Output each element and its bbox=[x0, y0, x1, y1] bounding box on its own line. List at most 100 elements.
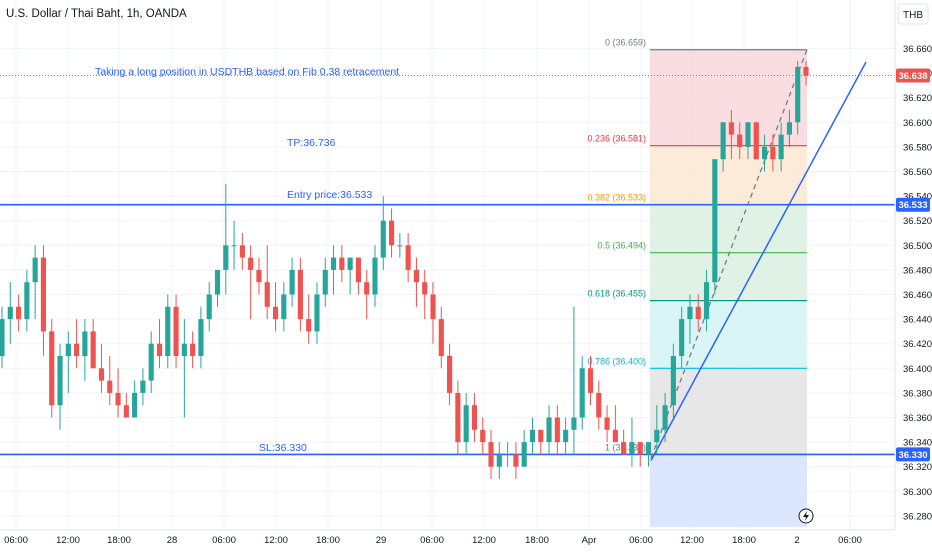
candle-body bbox=[40, 257, 47, 332]
candle bbox=[65, 331, 71, 393]
candle bbox=[430, 282, 436, 344]
price-badges: 36.638 36.533 36.330 bbox=[896, 68, 930, 462]
candle bbox=[637, 442, 643, 467]
tp-annotation[interactable]: TP:36.736 bbox=[287, 137, 336, 149]
fib-level-label: 0 (36.659) bbox=[605, 38, 646, 48]
candle bbox=[57, 343, 63, 430]
candle-body bbox=[322, 269, 328, 295]
candle bbox=[728, 110, 734, 160]
x-tick-label: 06:00 bbox=[420, 535, 444, 546]
candle bbox=[173, 294, 179, 369]
candle-body bbox=[206, 294, 212, 320]
idea-annotation[interactable]: Taking a long position in USDTHB based o… bbox=[95, 66, 399, 78]
candle-body bbox=[82, 331, 88, 356]
fib-level-label: 0.382 (36.533) bbox=[587, 193, 646, 203]
candle-body bbox=[778, 134, 784, 160]
fibonacci-retracement[interactable]: 0 (36.659) 0.236 (36.581) 0.382 (36.533) 0.… bbox=[587, 38, 807, 527]
y-tick-label: 36.620 bbox=[903, 93, 932, 104]
candle bbox=[314, 282, 320, 344]
candle-body bbox=[364, 282, 370, 295]
candle bbox=[49, 319, 55, 418]
candle-body bbox=[737, 134, 743, 147]
y-tick-label: 36.400 bbox=[903, 364, 932, 375]
candle-body bbox=[190, 343, 196, 356]
candle-body bbox=[339, 257, 345, 270]
x-tick-label: 28 bbox=[167, 535, 178, 546]
candle-body bbox=[0, 319, 5, 356]
candle bbox=[654, 405, 660, 455]
candle-body bbox=[272, 306, 279, 320]
y-tick-label: 36.540 bbox=[903, 192, 932, 203]
y-tick-label: 36.500 bbox=[903, 241, 932, 252]
x-tick-label: 06:00 bbox=[212, 535, 236, 546]
y-tick-label: 36.420 bbox=[903, 339, 932, 350]
candle bbox=[165, 294, 171, 369]
candle-body bbox=[480, 429, 486, 443]
candle bbox=[529, 417, 536, 455]
y-tick-label: 36.520 bbox=[903, 216, 932, 227]
candle-body bbox=[463, 405, 469, 443]
y-tick-label: 36.460 bbox=[903, 290, 932, 301]
candle bbox=[347, 257, 353, 295]
candle-body bbox=[248, 257, 254, 270]
sl-annotation[interactable]: SL:36.330 bbox=[259, 442, 307, 454]
fib-level-label: 0.786 (36.400) bbox=[587, 356, 646, 366]
candle-body bbox=[297, 269, 303, 320]
candle bbox=[770, 134, 776, 172]
candle-body bbox=[637, 442, 643, 455]
candle-body bbox=[281, 294, 287, 320]
x-tick-label: 18:00 bbox=[107, 535, 131, 546]
candle-body bbox=[786, 122, 792, 135]
candle bbox=[803, 60, 809, 86]
candle-body bbox=[90, 331, 96, 369]
candle bbox=[447, 343, 453, 406]
candle bbox=[123, 392, 129, 418]
candle bbox=[455, 380, 461, 455]
fib-zone bbox=[650, 252, 807, 301]
time-axis[interactable]: 06:00 12:00 18:00 28 06:00 12:00 18:00 29 06:00 1… bbox=[4, 535, 862, 546]
candle-body bbox=[372, 257, 378, 295]
candle-body bbox=[123, 405, 129, 418]
candle bbox=[82, 319, 88, 381]
candle bbox=[156, 319, 163, 369]
horizontal-lines[interactable] bbox=[0, 75, 895, 456]
y-tick-label: 36.600 bbox=[903, 118, 932, 129]
candle bbox=[339, 245, 345, 283]
candle-body bbox=[621, 442, 627, 455]
candle-body bbox=[728, 122, 734, 135]
trend-lines[interactable] bbox=[650, 49, 867, 461]
candle bbox=[538, 429, 544, 455]
candle-body bbox=[156, 343, 163, 356]
candle-body bbox=[16, 306, 22, 320]
y-tick-label: 36.320 bbox=[903, 462, 932, 473]
candle-body bbox=[745, 122, 751, 147]
x-tick-label: 06:00 bbox=[838, 535, 862, 546]
candle bbox=[140, 368, 146, 406]
candle bbox=[413, 257, 420, 307]
candle bbox=[107, 356, 113, 406]
candle-body bbox=[65, 343, 71, 356]
candle bbox=[306, 294, 312, 344]
candle bbox=[695, 294, 701, 332]
candle-body bbox=[563, 429, 569, 443]
candle bbox=[596, 380, 602, 430]
candle-body bbox=[496, 454, 502, 467]
candle-body bbox=[529, 429, 536, 443]
candle bbox=[546, 405, 552, 455]
candle bbox=[181, 319, 187, 418]
candle bbox=[364, 269, 370, 320]
candle-body bbox=[214, 269, 221, 295]
candle bbox=[231, 220, 237, 270]
x-tick-label: Apr bbox=[582, 535, 597, 546]
candle-body bbox=[330, 257, 337, 270]
y-tick-label: 36.440 bbox=[903, 315, 932, 326]
candle bbox=[264, 245, 270, 320]
lightning-icon[interactable] bbox=[798, 508, 814, 524]
candle bbox=[761, 134, 768, 172]
currency-button[interactable]: THB bbox=[897, 3, 929, 25]
candle bbox=[604, 405, 610, 443]
entry-annotation[interactable]: Entry price:36.533 bbox=[287, 189, 372, 201]
candle bbox=[571, 306, 577, 455]
